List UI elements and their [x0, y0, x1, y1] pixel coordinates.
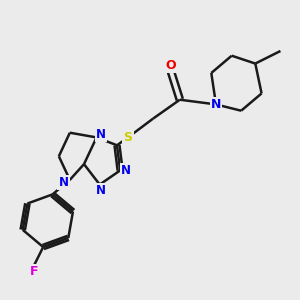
Text: N: N	[121, 164, 131, 177]
Text: O: O	[165, 58, 176, 72]
Text: S: S	[124, 131, 133, 144]
Text: F: F	[29, 265, 38, 278]
Text: N: N	[58, 176, 69, 189]
Text: N: N	[96, 128, 106, 141]
Text: N: N	[211, 98, 221, 111]
Text: N: N	[96, 184, 106, 197]
